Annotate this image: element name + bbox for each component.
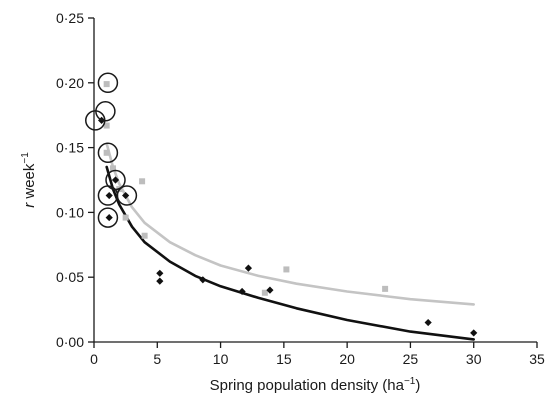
- square-point: [103, 149, 110, 156]
- diamond-point: [266, 286, 274, 294]
- square-point: [103, 81, 110, 88]
- x-axis-title: Spring population density (ha−1): [210, 376, 421, 394]
- x-tick-label: 10: [213, 351, 229, 367]
- highlight-circle: [116, 185, 138, 206]
- fit-line-grey: [105, 142, 475, 306]
- y-axis-ticks: 0·00 0·05 0·10 0·15 0·20 0·25: [56, 10, 94, 350]
- fit-lines: [105, 142, 475, 341]
- diamond-point: [238, 287, 246, 296]
- highlight-circles: [85, 72, 138, 228]
- highlight-circle: [85, 110, 106, 131]
- square-point: [103, 122, 110, 129]
- diamond-point: [470, 329, 478, 337]
- diamond-point: [156, 277, 164, 285]
- x-tick-label: 35: [529, 351, 545, 367]
- square-point: [109, 165, 116, 172]
- y-tick-label: 0·05: [56, 269, 84, 285]
- diamond-point: [111, 176, 120, 184]
- data-points: [97, 81, 478, 337]
- diamond-point: [156, 269, 164, 277]
- square-point: [283, 266, 290, 273]
- x-axis-ticks: 0 5 10 15 20 25 30 35: [90, 342, 545, 367]
- y-axis-title: r week−1: [20, 152, 38, 208]
- diamond-point: [199, 276, 207, 284]
- x-tick-label: 25: [403, 351, 419, 367]
- y-tick-label: 0·00: [56, 334, 84, 350]
- diamond-point: [105, 213, 113, 222]
- highlight-circle: [97, 207, 119, 228]
- square-point: [141, 232, 148, 239]
- square-point: [139, 178, 146, 185]
- diamond-point: [244, 264, 253, 272]
- diamond-point: [424, 318, 432, 327]
- x-tick-label: 30: [466, 351, 482, 367]
- highlight-circle: [97, 142, 119, 164]
- square-point: [382, 285, 389, 292]
- diamond-point: [105, 191, 113, 200]
- y-tick-label: 0·25: [56, 10, 84, 26]
- y-tick-label: 0·15: [56, 140, 84, 156]
- highlight-circle: [97, 72, 119, 94]
- fit-line-black: [105, 165, 475, 341]
- y-tick-label: 0·20: [56, 75, 84, 91]
- x-tick-label: 15: [276, 351, 292, 367]
- x-tick-label: 20: [339, 351, 355, 367]
- diamond-point: [122, 191, 130, 200]
- x-tick-label: 0: [90, 351, 98, 367]
- square-point: [261, 289, 268, 296]
- y-tick-label: 0·10: [56, 204, 84, 220]
- square-point: [122, 214, 129, 221]
- x-tick-label: 5: [153, 351, 161, 367]
